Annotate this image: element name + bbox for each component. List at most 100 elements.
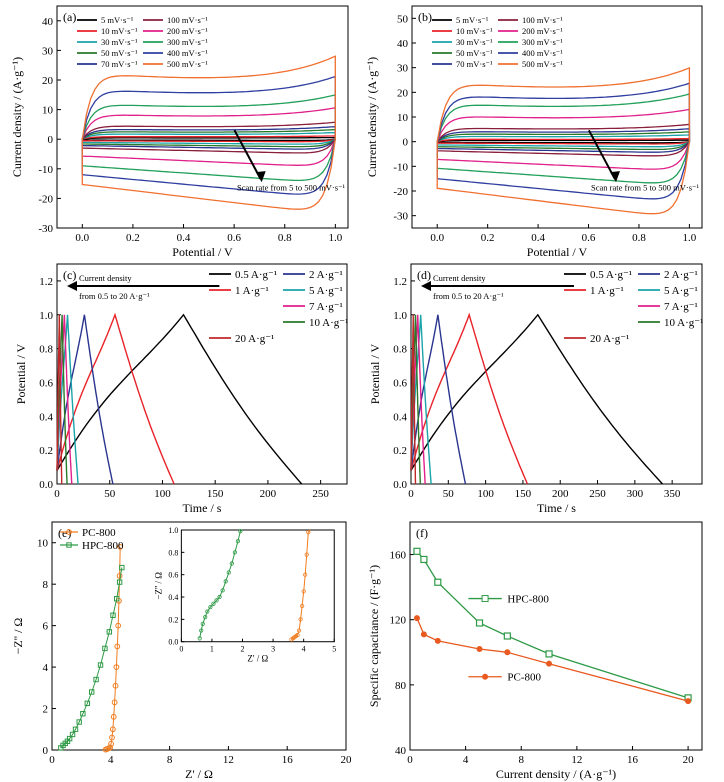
legend-label: 500 mV·s⁻¹ <box>167 59 208 69</box>
cap-line <box>416 550 689 699</box>
legend-label: 7 A·g⁻¹ <box>664 301 698 313</box>
eis-point <box>72 726 79 732</box>
cap-point <box>476 646 483 653</box>
inset-point <box>199 628 204 633</box>
panel-label: (f) <box>416 526 428 540</box>
inset-x-tick-label: 4 <box>302 645 306 654</box>
cap-point <box>434 637 441 644</box>
cap-point <box>503 632 511 640</box>
legend: HPC-800 PC-800 <box>468 594 549 684</box>
y-axis-label: Current density / (A·g⁻¹) <box>10 57 24 177</box>
x-tick-label: 20 <box>683 754 695 766</box>
eis-point <box>119 564 125 571</box>
y-tick-label: 0 <box>48 134 54 146</box>
eis-point <box>110 713 117 720</box>
y-tick-label: 40 <box>395 745 407 757</box>
legend-label: PC-800 <box>507 672 541 684</box>
legend-label: 0.5 A·g⁻¹ <box>235 269 277 281</box>
axes-3: 0 50 100 150 200 250 0.0 0.2 0.4 0.6 0.8 1.0 1.2 Time… <box>14 263 348 515</box>
inset-y-label: −Z'' / Ω <box>153 572 163 600</box>
inset-series-1 <box>289 529 311 642</box>
y-tick-label: 50 <box>397 13 409 25</box>
inset-point <box>217 594 222 600</box>
inset: 0 1 2 3 4 5 0.0 0.2 0.4 0.6 0.8 1.0 Z' / Ω −Z'' / Ω <box>153 526 336 664</box>
inset-tail <box>240 529 243 532</box>
x-tick-label: 12 <box>223 754 234 766</box>
y-tick-label: 10 <box>397 112 409 124</box>
inset-point <box>197 636 202 641</box>
gcd-curves <box>56 312 303 485</box>
eis-point <box>109 734 115 741</box>
x-tick-label: 16 <box>627 754 639 766</box>
inset-point <box>235 539 241 544</box>
inset-point <box>295 632 300 638</box>
axes-1: 0.0 0.2 0.4 0.6 0.8 1.0 -30 -20 -10 0 10 20 30 40 Pote… <box>10 5 349 259</box>
legend-label: 5 mV·s⁻¹ <box>456 15 489 25</box>
y-tick-label: 10 <box>37 538 49 550</box>
y-axis-label: Specific capacitance / (F·g⁻¹) <box>367 565 381 707</box>
legend-label: 100 mV·s⁻¹ <box>522 15 563 25</box>
plot-frame <box>56 5 349 229</box>
inset-point <box>296 628 302 633</box>
x-tick-label: 0.2 <box>126 232 140 244</box>
x-tick-label: 0.4 <box>177 232 191 244</box>
inset-point <box>220 588 225 593</box>
legend-label: 1 A·g⁻¹ <box>235 285 269 297</box>
inset-point <box>306 530 311 535</box>
legend-label: 20 A·g⁻¹ <box>235 333 274 345</box>
y-tick-label: 4 <box>43 662 49 674</box>
cv-curves <box>436 66 691 215</box>
gcd-series-7 <box>410 314 417 485</box>
gcd-series-6 <box>410 314 421 485</box>
x-tick-label: 8 <box>167 754 173 766</box>
plot-frame <box>51 521 347 751</box>
inset-tail <box>307 529 311 533</box>
eis-point <box>107 744 113 751</box>
x-tick-label: 20 <box>341 754 353 766</box>
eis-point <box>114 643 121 650</box>
eis-point <box>116 579 123 585</box>
y-tick-label: 40 <box>397 38 409 50</box>
cv-series-1 <box>81 136 336 142</box>
inset-y-tick-label: 0.6 <box>168 571 178 580</box>
eis-point <box>97 662 104 668</box>
gcd-series-2 <box>56 312 175 485</box>
x-tick-label: 250 <box>589 488 606 500</box>
y-tick-label: 2 <box>43 704 49 716</box>
inset-point <box>214 598 219 603</box>
gcd-series-5 <box>56 314 73 485</box>
inset-point <box>232 550 237 555</box>
y-tick-label: 6 <box>43 621 49 633</box>
scan-rate-arrow <box>233 129 262 180</box>
x-tick-label: 16 <box>282 754 294 766</box>
y-tick-label: -30 <box>38 223 53 235</box>
eis-point <box>112 682 119 689</box>
inset-point <box>238 529 243 534</box>
y-tick-label: 0.4 <box>39 411 53 423</box>
legend-label: 10 A·g⁻¹ <box>309 317 348 329</box>
legend-marker <box>66 529 72 535</box>
inset-point <box>200 621 205 626</box>
x-tick-label: 1.0 <box>328 232 342 244</box>
legend-label: 200 mV·s⁻¹ <box>167 26 208 36</box>
plot-frame <box>410 263 703 485</box>
annotation-line-1: Current density <box>433 273 486 283</box>
x-axis-label: Current density / (A·g⁻¹) <box>496 767 616 781</box>
legend-label: 400 mV·s⁻¹ <box>167 48 208 58</box>
y-tick-label: 80 <box>395 680 407 692</box>
legend-label: 50 mV·s⁻¹ <box>101 48 138 58</box>
eis-point <box>111 699 118 706</box>
y-tick-label: 0.6 <box>39 377 53 389</box>
y-tick-label: 30 <box>397 63 409 75</box>
inset-x-tick-label: 1 <box>210 645 214 654</box>
inset-point <box>303 572 308 577</box>
legend-label: 100 mV·s⁻¹ <box>167 15 208 25</box>
eis-point <box>84 700 90 707</box>
eis-point <box>113 595 120 602</box>
eis-point <box>102 645 108 652</box>
legend-label: 20 A·g⁻¹ <box>590 333 629 345</box>
cap-point <box>685 698 692 705</box>
x-tick-label: 0.0 <box>75 232 89 244</box>
